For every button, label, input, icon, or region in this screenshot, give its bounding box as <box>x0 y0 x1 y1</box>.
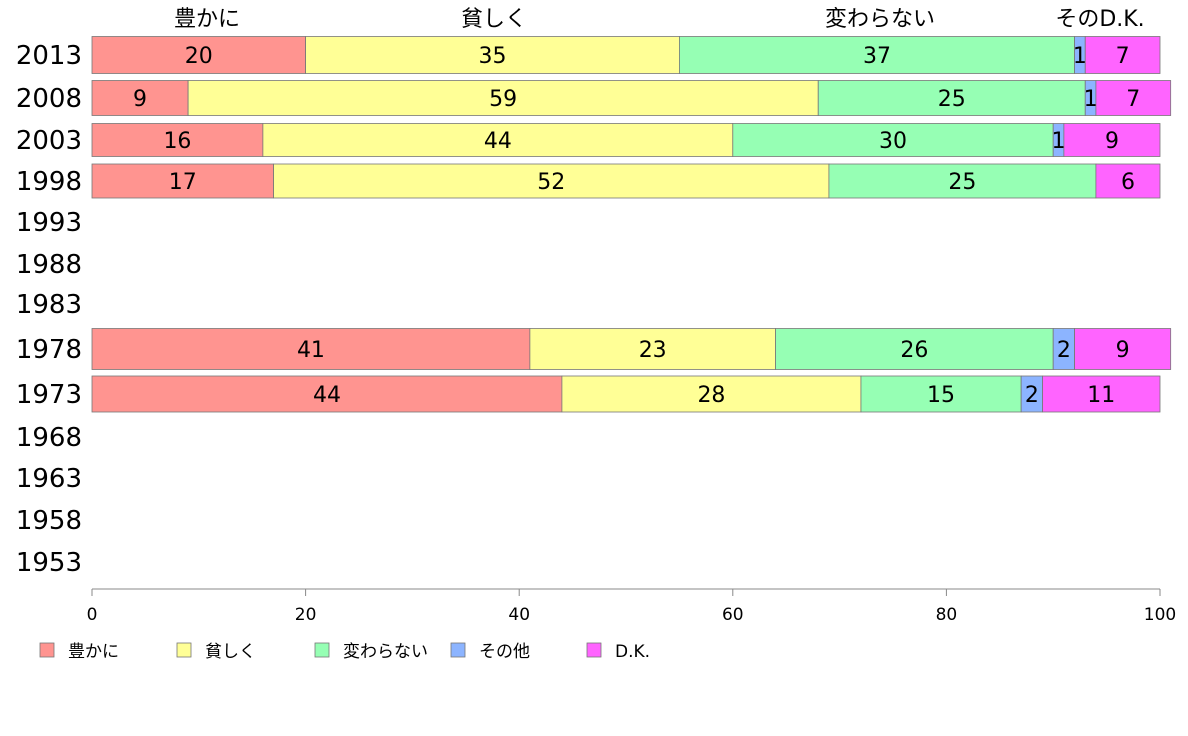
x-tick-label: 100 <box>1144 605 1176 625</box>
year-label: 1988 <box>16 250 82 280</box>
bar-segment <box>91 123 264 157</box>
bar-segment <box>529 328 776 370</box>
legend-label: 貧しく <box>205 642 256 662</box>
data-label: 44 <box>484 129 512 154</box>
year-label: 2008 <box>16 84 82 114</box>
x-tick-label: 40 <box>508 605 530 625</box>
data-label: 1 <box>1073 44 1087 69</box>
data-label: 7 <box>1126 87 1140 112</box>
data-label: 9 <box>1105 129 1119 154</box>
legend-label: D.K. <box>615 642 650 662</box>
bar-segment <box>1095 163 1161 199</box>
legend: 豊かに 貧しく 変わらない その他 D.K. <box>39 642 650 662</box>
data-label: 44 <box>313 383 341 408</box>
bar-segment <box>1095 80 1172 116</box>
bar-segment <box>273 163 830 199</box>
bar-segment <box>679 36 1075 74</box>
x-tick-label: 20 <box>295 605 317 625</box>
year-label: 1953 <box>16 548 82 578</box>
legend-swatch <box>39 642 55 658</box>
bar-segment <box>828 163 1097 199</box>
bar-segment <box>91 375 563 413</box>
data-label: 35 <box>479 44 507 69</box>
top-label: 豊かに <box>174 7 240 32</box>
x-tick-label: 80 <box>936 605 958 625</box>
year-label: 1968 <box>16 423 82 453</box>
data-label: 23 <box>639 338 667 363</box>
year-label: 1998 <box>16 167 82 197</box>
bar-segment <box>775 328 1054 370</box>
bar-segment <box>91 36 307 74</box>
data-label: 16 <box>163 129 191 154</box>
data-label: 30 <box>879 129 907 154</box>
year-label: 1958 <box>16 506 82 536</box>
bar-segment <box>1042 375 1161 413</box>
year-label: 2003 <box>16 126 82 156</box>
year-label: 1978 <box>16 335 82 365</box>
year-label: 1983 <box>16 290 82 320</box>
legend-label: 豊かに <box>68 642 119 662</box>
bar-segment <box>305 36 680 74</box>
legend-swatch <box>450 642 466 658</box>
top-label: 変わらない <box>825 7 935 32</box>
data-label: 41 <box>297 338 325 363</box>
x-tick-label: 0 <box>87 605 98 625</box>
legend-swatch <box>586 642 602 658</box>
bar-segment <box>1084 36 1161 74</box>
x-tick-label: 60 <box>722 605 744 625</box>
data-label: 25 <box>938 87 966 112</box>
data-label: 26 <box>900 338 928 363</box>
legend-swatch <box>176 642 192 658</box>
year-label: 1993 <box>16 208 82 238</box>
year-label: 1973 <box>16 380 82 410</box>
bar-segment <box>860 375 1022 413</box>
x-axis: 0 20 40 60 80 100 <box>87 588 1176 625</box>
y-axis-labels: 2013 2008 2003 1998 1993 1988 1983 1978 1973 1968… <box>16 41 82 578</box>
data-label: 9 <box>1116 338 1130 363</box>
data-label: 37 <box>863 44 891 69</box>
data-label: 28 <box>697 383 725 408</box>
data-label: 1 <box>1052 129 1066 154</box>
bar-segment <box>732 123 1054 157</box>
data-label: 52 <box>537 170 565 195</box>
bar-segment <box>1074 328 1172 370</box>
bar-segment <box>561 375 862 413</box>
year-label: 1963 <box>16 464 82 494</box>
data-label: 7 <box>1116 44 1130 69</box>
bar-segment <box>91 80 189 116</box>
top-label: 貧しく <box>461 7 527 32</box>
bar-segment <box>91 163 274 199</box>
bar-segment <box>1063 123 1161 157</box>
data-label: 11 <box>1087 383 1115 408</box>
bar-segment <box>91 328 531 370</box>
data-label: 17 <box>169 170 197 195</box>
top-label: そのD.K. <box>1055 7 1144 32</box>
data-label: 2 <box>1057 338 1071 363</box>
bar-segment <box>187 80 819 116</box>
data-label: 59 <box>489 87 517 112</box>
top-labels: 豊かに 貧しく 変わらない そのD.K. <box>174 7 1145 32</box>
data-label: 25 <box>948 170 976 195</box>
data-label: 20 <box>185 44 213 69</box>
bar-segment <box>817 80 1086 116</box>
data-label: 2 <box>1025 383 1039 408</box>
data-label: 9 <box>133 87 147 112</box>
bars: 20 35 37 1 79 59 25 1 716 44 30 1 917 52 25 641 23 26 2 944… <box>91 36 1172 413</box>
year-label: 2013 <box>16 41 82 71</box>
legend-swatch <box>314 642 330 658</box>
data-label: 6 <box>1121 170 1135 195</box>
legend-label: 変わらない <box>343 642 428 662</box>
data-label: 1 <box>1084 87 1098 112</box>
data-label: 15 <box>927 383 955 408</box>
legend-label: その他 <box>479 642 530 662</box>
